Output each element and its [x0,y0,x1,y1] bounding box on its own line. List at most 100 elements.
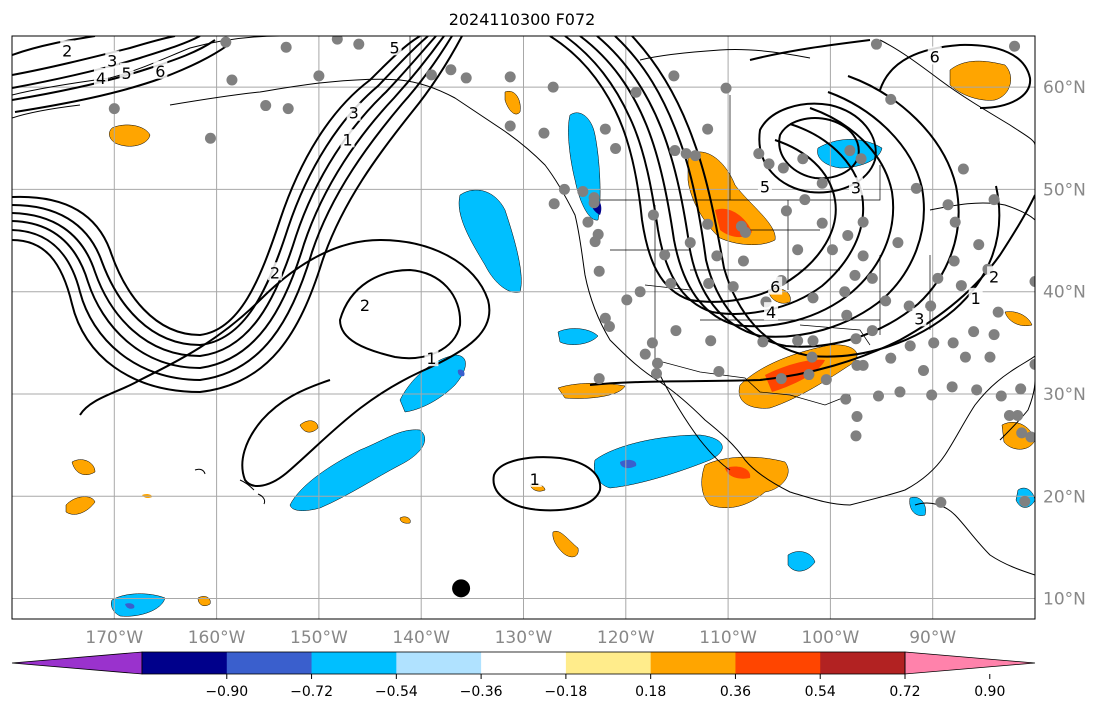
station-point [840,393,852,405]
station-point [665,278,677,290]
station-point [588,197,600,209]
station-point [504,120,516,132]
station-point [610,143,622,155]
station-point [885,93,897,105]
station-point [593,265,605,277]
station-point [992,306,1004,318]
lat-label: 60°N [1043,78,1086,98]
contour-label: 3 [349,104,359,123]
station-point [313,70,325,82]
station-point [1019,495,1031,507]
station-point [108,103,120,115]
station-point [932,272,944,284]
station-point [971,384,983,396]
contour-lines [12,36,1035,512]
lat-label: 10°N [1043,590,1086,610]
station-point [668,70,680,82]
graticule [12,36,1035,619]
contour-label: 5 [121,64,131,83]
station-point [995,390,1007,402]
station-point [880,295,892,307]
colorbar-segment [226,652,313,674]
station-point [870,38,882,50]
colorbar-tick-label: −0.54 [375,684,418,700]
lon-label: 170°W [85,628,143,648]
station-point [280,41,292,53]
colorbar-segment [565,652,652,674]
station-point [593,373,605,385]
colorbar-segment [820,652,906,674]
map-frame [11,35,1036,620]
station-point [928,337,940,349]
colorbar-tick-label: 0.36 [720,684,751,700]
station-point [1029,358,1035,370]
station-point [1029,275,1035,287]
colorbar-high-extend [904,651,1036,675]
station-point [816,217,828,229]
station-point [851,410,863,422]
station-point [842,229,854,241]
station-point [647,209,659,221]
station-point [1025,431,1035,443]
station-point [353,38,365,50]
station-point [894,386,906,398]
colorbar-segment [311,652,397,674]
station-point [935,496,947,508]
contour-label: 4 [766,303,776,322]
station-point [850,333,862,345]
contour-label: 2 [989,267,999,286]
station-point [777,162,789,174]
lon-label: 130°W [495,628,553,648]
station-point [947,337,959,349]
station-point [806,351,818,363]
station-point [753,148,765,160]
colorbar-segment [650,652,736,674]
station-point [711,250,723,262]
colorbar-low-extend [11,651,143,675]
colorbar-tick-label: 0.90 [974,684,1005,700]
contour-label: 1 [426,349,436,368]
station-point [670,325,682,337]
station-point [445,64,457,76]
lon-label: 140°W [392,628,450,648]
station-point [816,177,828,189]
contour-label: 3 [914,309,924,328]
station-point [968,326,980,338]
station-point [1012,409,1024,421]
station-point [792,335,804,347]
station-point [866,272,878,284]
colorbar-segment [396,652,482,674]
station-point [757,336,769,348]
station-point [669,145,681,157]
lon-label: 160°W [188,628,246,648]
station-point [866,325,878,337]
station-point [226,74,238,86]
station-point [737,255,749,267]
colorbar-tick-label: −0.18 [544,684,587,700]
station-point [621,294,633,306]
station-point [702,218,714,230]
station-point [855,153,867,165]
station-point [904,340,916,352]
station-point [680,148,692,160]
station-point [926,389,938,401]
station-point [702,123,714,135]
station-point [646,337,658,349]
station-point [841,309,853,321]
station-point [942,199,954,211]
station-point [727,281,739,293]
station-point [850,430,862,442]
station-point [538,127,550,139]
contour-label: 1 [342,130,352,149]
contour-label: 4 [96,69,106,88]
station-point [775,373,787,385]
station-point [826,244,838,256]
colorbar-tick-label: −0.36 [460,684,503,700]
station-point [634,286,646,298]
station-point [792,244,804,256]
station-point [820,374,832,386]
station-point [650,368,662,380]
station-point [1003,409,1015,421]
